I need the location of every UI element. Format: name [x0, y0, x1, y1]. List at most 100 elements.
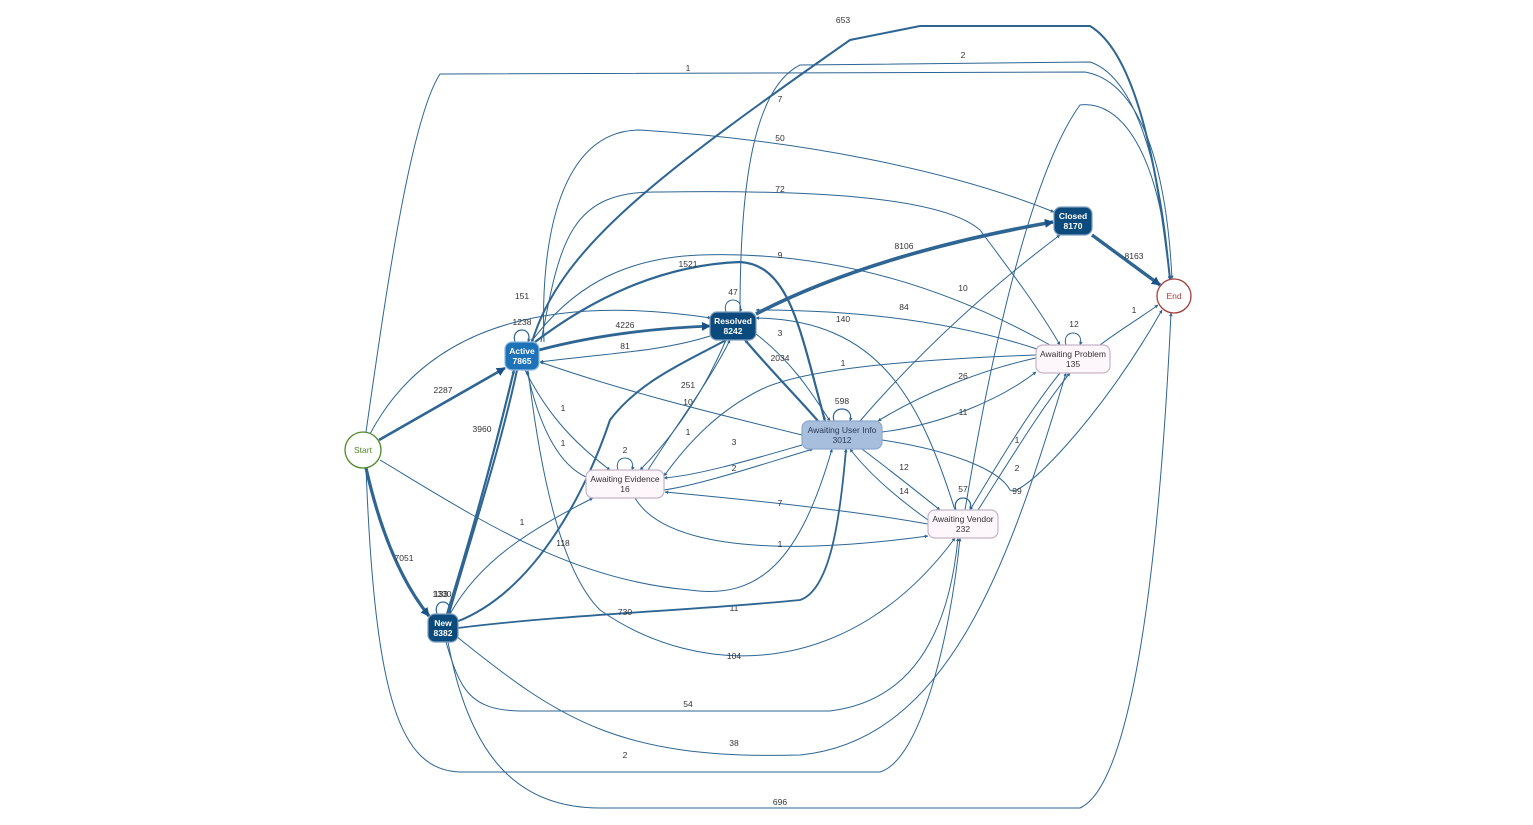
edge-awaiting-user-info-to-awaiting-user-info[interactable]: 598 [832, 396, 853, 422]
edge-start-to-awaiting-vendor[interactable]: 2 [365, 467, 962, 773]
edge-awaiting-problem-to-active[interactable]: 9 [530, 250, 1051, 346]
edge-path [881, 309, 1163, 492]
edge-new-to-awaiting-evidence[interactable]: 1 [449, 497, 594, 615]
node-count: 8382 [434, 628, 453, 638]
edge-active-to-awaiting-user-info[interactable]: 1521 [534, 259, 827, 422]
edge-active-to-awaiting-evidence[interactable]: 1 [524, 369, 611, 471]
edge-start-to-new[interactable]: 7051 [364, 467, 431, 618]
edge-awaiting-vendor-to-awaiting-vendor[interactable]: 57 [954, 484, 973, 511]
edge-label: 133 [434, 589, 448, 599]
edge-awaiting-problem-to-awaiting-evidence[interactable]: 1 [663, 354, 1037, 477]
edge-awaiting-vendor-to-end[interactable]: 7 [778, 94, 1172, 511]
edge-closed-to-end[interactable]: 8163 [1090, 233, 1162, 287]
edge-active-to-awaiting-vendor[interactable]: 104 [527, 369, 956, 661]
edge-label: 54 [683, 699, 693, 709]
edge-path [539, 361, 803, 436]
edge-awaiting-problem-to-awaiting-user-info[interactable]: 26 [877, 357, 1037, 422]
edge-label: 730 [618, 607, 632, 617]
node-label: Awaiting Vendor [932, 514, 993, 524]
edge-active-to-active[interactable]: 1238 [513, 317, 532, 343]
edge-resolved-to-closed[interactable]: 8106 [755, 218, 1054, 316]
edge-new-to-end[interactable]: 696 [447, 312, 1173, 809]
edge-awaiting-evidence-to-awaiting-evidence[interactable]: 2 [616, 445, 635, 471]
edge-resolved-to-awaiting-user-info[interactable]: 3 [755, 328, 831, 422]
node-shape [344, 431, 382, 469]
edge-resolved-to-awaiting-evidence[interactable]: 10 [639, 339, 727, 471]
edge-awaiting-user-info-to-active[interactable]: 118 [539, 361, 803, 548]
edge-path [647, 339, 731, 471]
node-end[interactable]: End [1156, 278, 1192, 314]
edge-awaiting-evidence-to-awaiting-user-info[interactable]: 3 [663, 437, 814, 491]
edge-label: 118 [556, 538, 570, 548]
edge-label: 11 [730, 603, 739, 613]
edge-awaiting-evidence-to-resolved[interactable]: 1 [647, 339, 731, 471]
edge-awaiting-user-info-to-awaiting-problem[interactable]: 11 [881, 371, 1037, 433]
edge-label: 2 [732, 463, 737, 473]
edge-label: 3 [778, 328, 783, 338]
edge-awaiting-problem-to-resolved[interactable]: 84 [755, 302, 1041, 351]
edge-awaiting-vendor-to-awaiting-evidence[interactable]: 7 [664, 490, 929, 525]
edge-awaiting-user-info-to-resolved[interactable]: 2034 [744, 339, 819, 422]
edge-label: 72 [775, 184, 785, 194]
edge-label: 1 [520, 517, 525, 527]
edge-awaiting-evidence-to-active[interactable]: 1 [525, 370, 587, 478]
edge-label: 8163 [1125, 251, 1144, 261]
edge-path [524, 369, 611, 471]
edge-start-to-awaiting-user-info[interactable]: 11 [379, 448, 833, 613]
node-shape [709, 311, 757, 341]
edge-resolved-to-active[interactable]: 81 [539, 335, 711, 364]
edge-label: 4226 [616, 320, 635, 330]
edge-new-to-awaiting-problem[interactable]: 38 [455, 372, 1067, 756]
edge-path [513, 329, 531, 343]
edge-awaiting-problem-to-awaiting-problem[interactable]: 12 [1064, 319, 1083, 346]
edge-resolved-to-resolved[interactable]: 47 [724, 287, 743, 313]
edge-path [859, 234, 1061, 422]
edge-start-to-end[interactable]: 1 [365, 63, 1174, 433]
edge-path [663, 354, 1037, 477]
edge-start-to-active[interactable]: 2287 [378, 366, 506, 442]
edge-awaiting-vendor-to-awaiting-user-info[interactable]: 14 [849, 448, 929, 521]
edge-active-to-awaiting-problem[interactable]: 72 [540, 184, 1061, 346]
edge-active-to-closed[interactable]: 50 [543, 129, 1055, 343]
edge-label: 81 [620, 341, 630, 351]
edge-path [527, 369, 956, 657]
edge-resolved-to-end[interactable]: 2 [739, 50, 1172, 313]
edge-awaiting-vendor-to-resolved[interactable]: 140 [755, 314, 956, 511]
edge-start-to-resolved[interactable]: 151 [369, 291, 712, 435]
edge-new-to-awaiting-vendor[interactable]: 54 [445, 537, 960, 712]
edge-path [534, 260, 827, 422]
edge-new-to-active[interactable]: 3960 [445, 369, 516, 615]
node-label: Closed [1059, 211, 1087, 221]
edge-path [964, 104, 1172, 511]
node-label: End [1166, 291, 1181, 301]
edge-awaiting-vendor-to-awaiting-problem[interactable]: 2 [977, 372, 1071, 511]
edge-awaiting-user-info-to-awaiting-vendor[interactable]: 12 [861, 448, 941, 511]
edge-awaiting-problem-to-end[interactable]: 1 [1099, 304, 1159, 346]
edge-label: 12 [1069, 319, 1079, 329]
node-shape [1035, 344, 1111, 374]
edge-awaiting-evidence-to-awaiting-vendor[interactable]: 1 [634, 497, 929, 549]
edge-awaiting-user-info-to-closed[interactable]: 10 [859, 234, 1061, 422]
edge-active-to-end[interactable]: 653 [531, 15, 1172, 343]
node-start[interactable]: Start [344, 431, 382, 469]
edge-awaiting-user-info-to-end[interactable]: 99 [881, 309, 1163, 496]
edge-new-to-new[interactable]: 133 [434, 589, 452, 615]
edge-path [538, 321, 711, 352]
edge-new-to-awaiting-user-info[interactable]: 730 [457, 448, 848, 629]
edge-label: 14 [899, 486, 909, 496]
edge-awaiting-user-info-to-awaiting-evidence[interactable]: 2 [663, 444, 803, 480]
edge-active-to-resolved[interactable]: 4226 [538, 320, 711, 352]
edge-awaiting-problem-to-awaiting-vendor[interactable]: 1 [969, 372, 1061, 511]
edge-new-to-resolved[interactable]: 251 [455, 339, 727, 623]
edge-active-to-new[interactable]: 1330 [433, 369, 518, 615]
